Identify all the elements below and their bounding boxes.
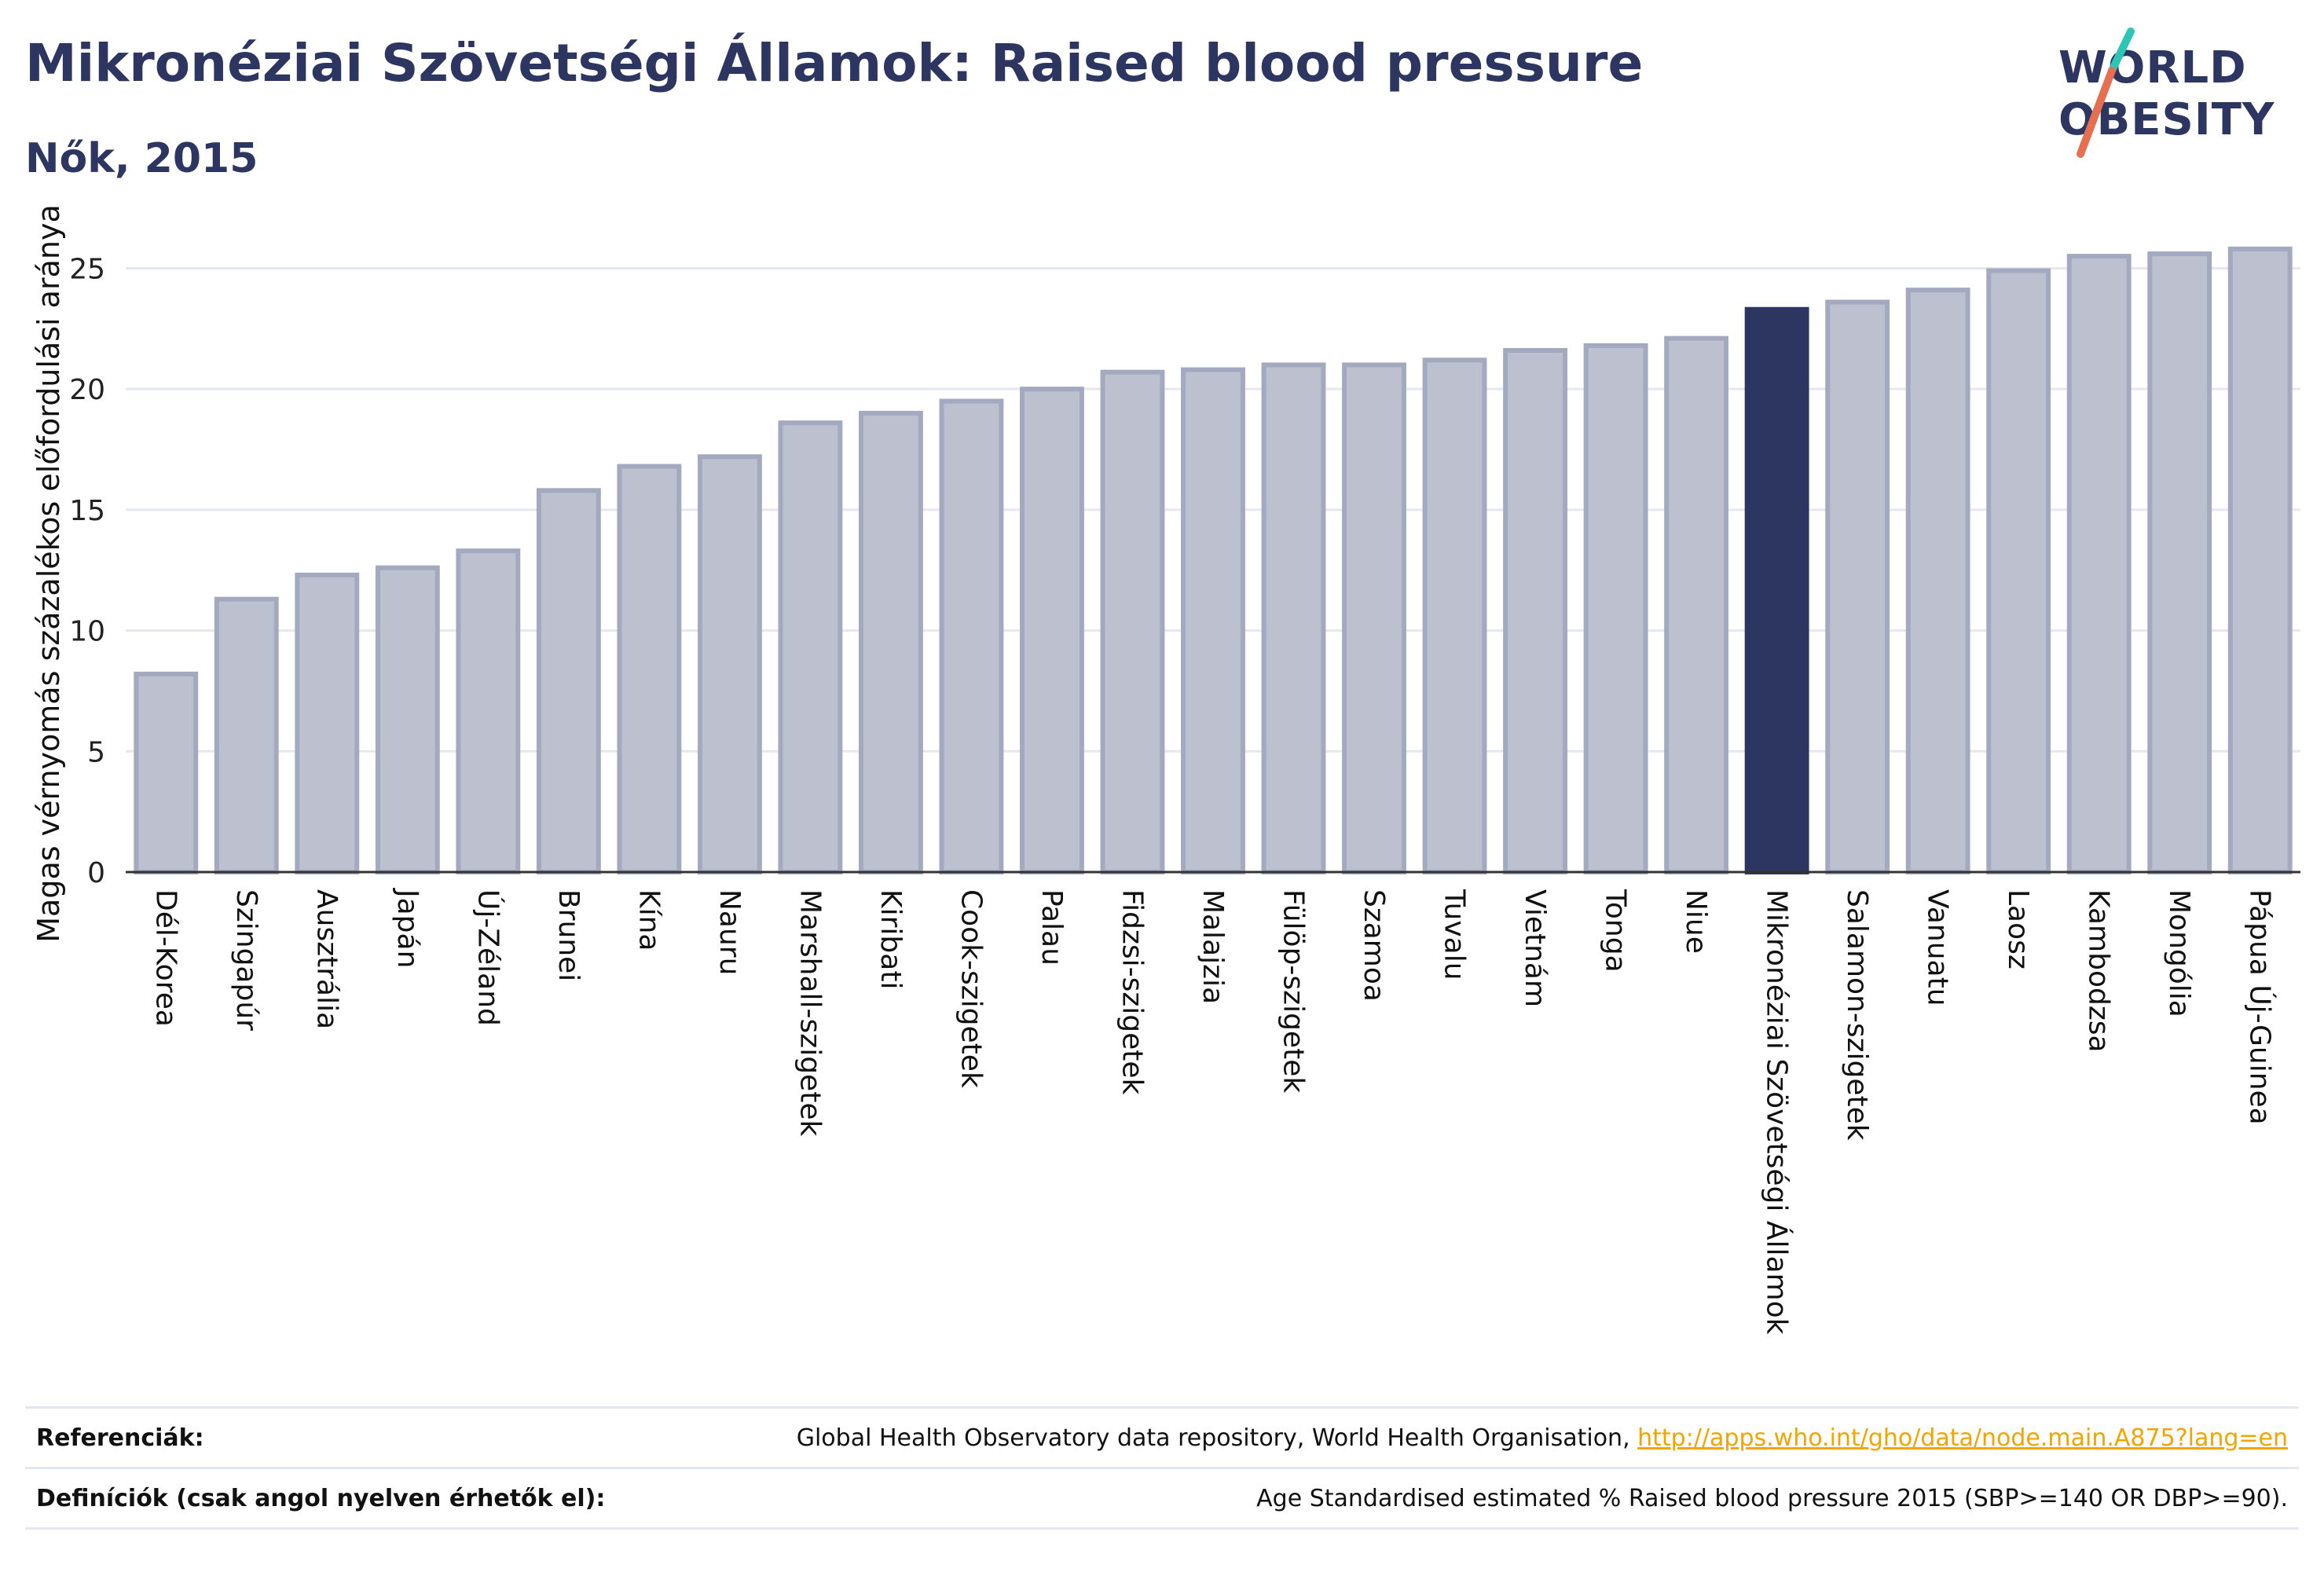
bar <box>1503 348 1568 874</box>
x-tick-label: Szingapúr <box>230 889 262 1031</box>
bar <box>939 398 1004 874</box>
bar <box>1342 362 1406 874</box>
bar <box>1905 288 1970 875</box>
bar-chart: 0 5 10 15 20 25 Dél-Korea Szingapúr Ausztrália Ja… <box>69 246 2300 1335</box>
x-tick-label: Marshall-szigetek <box>794 889 826 1136</box>
bar <box>617 464 682 874</box>
y-tick-label: 20 <box>69 374 105 406</box>
x-tick-label: Új-Zéland <box>471 889 504 1026</box>
bar <box>1664 335 1729 874</box>
definitions-label: Definíciók (csak angol nyelven érhetők e… <box>36 1484 606 1512</box>
x-tick-label: Pápua Új-Guinea <box>2244 889 2277 1125</box>
bar <box>697 454 762 874</box>
y-tick-label: 5 <box>87 736 105 768</box>
x-tick-label: Brunei <box>552 889 585 981</box>
definitions-value: Age Standardised estimated % Raised bloo… <box>1256 1484 2288 1512</box>
bar <box>1100 369 1165 874</box>
x-tick-label: Fülöp-szigetek <box>1277 889 1310 1093</box>
bar <box>1020 387 1084 874</box>
x-tick-label: Kiribati <box>874 889 907 989</box>
bar <box>1825 299 1890 875</box>
references-text: Global Health Observatory data repositor… <box>796 1424 1638 1452</box>
y-tick-label: 15 <box>69 495 105 527</box>
bar <box>536 488 601 875</box>
x-tick-label: Mikronéziai Szövetségi Államok <box>1761 889 1794 1335</box>
x-tick-label: Mongólia <box>2163 889 2195 1017</box>
x-tick-label: Cook-szigetek <box>955 889 987 1088</box>
bar <box>858 410 923 874</box>
references-label: Referenciák: <box>36 1424 204 1452</box>
bar <box>1422 357 1487 874</box>
bar <box>295 572 360 875</box>
references-value: Global Health Observatory data repositor… <box>797 1424 2299 1452</box>
x-tick-label: Salamon-szigetek <box>1841 889 1873 1141</box>
y-tick-label: 25 <box>69 253 105 285</box>
bar <box>134 671 199 874</box>
references-link[interactable]: http://apps.who.int/gho/data/node.main.A… <box>1637 1424 2288 1452</box>
bar <box>2227 246 2293 874</box>
bar <box>214 596 279 874</box>
y-tick-label: 10 <box>69 616 105 648</box>
chart-subtitle: Nők, 2015 <box>25 135 258 182</box>
bar <box>1181 367 1245 874</box>
x-tick-label: Tonga <box>1600 889 1632 973</box>
x-tick-label: Szamoa <box>1358 889 1390 1002</box>
x-tick-label: Fidzsi-szigetek <box>1116 889 1148 1095</box>
x-tick-label: Dél-Korea <box>149 889 181 1027</box>
x-tick-label: Niue <box>1680 889 1712 954</box>
bar <box>375 565 440 875</box>
bar <box>1261 362 1326 874</box>
x-tick-label: Kambodzsa <box>2083 889 2115 1053</box>
x-tick-label: Japán <box>391 888 423 968</box>
bar-highlighted <box>1744 306 1809 875</box>
references-row: Referenciák: Global Health Observatory d… <box>25 1406 2299 1467</box>
x-tick-label: Ausztrália <box>310 889 343 1029</box>
bar <box>2066 254 2132 875</box>
logo-text-world: WORLD <box>2058 42 2247 93</box>
y-tick-label: 0 <box>87 857 105 889</box>
x-tick-label: Vietnám <box>1519 889 1551 1007</box>
x-tick-label: Nauru <box>713 889 746 975</box>
x-tick-label: Kína <box>632 889 665 951</box>
x-tick-label: Laosz <box>2002 889 2034 969</box>
x-tick-label: Tuvalu <box>1439 889 1471 980</box>
definitions-row: Definíciók (csak angol nyelven érhetők e… <box>25 1467 2299 1530</box>
world-obesity-logo: WORLD OBESITY <box>2043 22 2310 163</box>
bar <box>1583 343 1648 874</box>
bar <box>1986 268 2051 874</box>
x-tick-label: Vanuatu <box>1922 889 1954 1006</box>
chart-title: Mikronéziai Szövetségi Államok: Raised b… <box>25 33 1644 93</box>
x-tick-label: Palau <box>1036 889 1068 966</box>
logo-slash-icon <box>2077 27 2135 158</box>
bar <box>778 420 843 874</box>
bar <box>2147 251 2212 874</box>
bar <box>456 548 521 874</box>
x-tick-label: Malajzia <box>1197 889 1229 1004</box>
